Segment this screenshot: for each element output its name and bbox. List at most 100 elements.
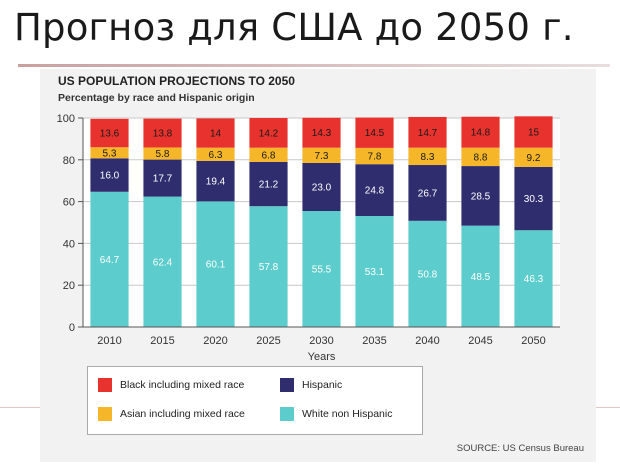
- data-label: 14.2: [259, 128, 279, 139]
- data-label: 8.8: [474, 152, 488, 163]
- legend-swatch-hispanic: [280, 378, 294, 392]
- legend-label-asian: Asian including mixed race: [120, 408, 245, 420]
- legend-item-white: White non Hispanic: [280, 407, 392, 421]
- data-label: 5.3: [103, 148, 117, 159]
- chart-title: US POPULATION PROJECTIONS TO 2050: [58, 74, 295, 88]
- legend-label-black: Black including mixed race: [120, 379, 245, 391]
- x-tick-label: 2035: [362, 335, 386, 347]
- x-tick-label: 2010: [97, 335, 121, 347]
- data-label: 30.3: [524, 194, 544, 205]
- bar-segment: [514, 147, 553, 167]
- y-tick-label: 0: [69, 322, 75, 334]
- legend-swatch-asian: [98, 407, 112, 421]
- bar-segment: [143, 118, 182, 148]
- y-tick-label: 40: [63, 238, 75, 250]
- bar-segment: [196, 118, 235, 148]
- title-rule: [18, 64, 610, 67]
- bar-segment: [461, 166, 500, 226]
- bar-segment: [408, 165, 447, 221]
- legend-swatch-white: [280, 407, 294, 421]
- data-label: 57.8: [259, 262, 279, 273]
- bar-segment: [90, 191, 129, 327]
- data-label: 15: [528, 128, 540, 139]
- bar-segment: [196, 201, 235, 327]
- legend-label-hispanic: Hispanic: [302, 379, 343, 391]
- data-label: 14.5: [365, 128, 385, 139]
- bar-segment: [143, 147, 182, 160]
- data-label: 13.6: [100, 129, 120, 140]
- data-label: 7.8: [368, 152, 382, 163]
- legend-item-black: Black including mixed race: [98, 378, 244, 392]
- bar-segment: [461, 225, 500, 327]
- data-label: 6.8: [262, 150, 276, 161]
- data-label: 26.7: [418, 188, 438, 199]
- data-label: 24.8: [365, 186, 385, 197]
- bar-segment: [355, 164, 394, 217]
- data-label: 55.5: [312, 265, 332, 276]
- bar-segment: [461, 147, 500, 167]
- data-label: 53.1: [365, 267, 385, 278]
- x-tick-label: 2025: [256, 335, 280, 347]
- bar-segment: [196, 160, 235, 202]
- data-label: 5.8: [156, 149, 170, 160]
- x-tick-label: 2015: [150, 335, 174, 347]
- data-label: 13.8: [153, 129, 173, 140]
- bar-segment: [514, 116, 553, 148]
- data-label: 50.8: [418, 269, 438, 280]
- bar-segment: [249, 118, 288, 148]
- data-label: 14.8: [471, 128, 491, 139]
- bar-segment: [302, 147, 341, 163]
- x-tick-label: 2045: [468, 335, 492, 347]
- bar-segment: [143, 159, 182, 197]
- source-note: SOURCE: US Census Bureau: [456, 443, 584, 454]
- bar-segment: [461, 116, 500, 148]
- data-label: 14: [210, 129, 222, 140]
- data-label: 16.0: [100, 171, 120, 182]
- legend-label-white: White non Hispanic: [302, 408, 393, 420]
- data-label: 14.3: [312, 128, 332, 139]
- data-label: 21.2: [259, 180, 279, 191]
- bar-segment: [408, 116, 447, 148]
- bar-segment: [249, 206, 288, 327]
- bar-segment: [514, 166, 553, 231]
- bar-segment: [249, 147, 288, 162]
- y-tick-label: 20: [63, 280, 75, 292]
- data-label: 46.3: [524, 274, 544, 285]
- data-label: 62.4: [153, 257, 173, 268]
- chart-legend: Black including mixed race Hispanic Asia…: [87, 366, 423, 435]
- bar-segment: [302, 211, 341, 327]
- bar-segment: [355, 117, 394, 148]
- data-label: 23.0: [312, 182, 332, 193]
- bar-segment: [514, 230, 553, 327]
- x-tick-label: 2040: [415, 335, 439, 347]
- data-label: 17.7: [153, 174, 173, 185]
- bar-segment: [355, 216, 394, 327]
- bar-segment: [196, 147, 235, 161]
- bar-segment: [90, 118, 129, 148]
- left-divider: [0, 407, 40, 408]
- legend-item-asian: Asian including mixed race: [98, 407, 245, 421]
- x-tick-label: 2020: [203, 335, 227, 347]
- bar-segment: [408, 147, 447, 166]
- data-label: 8.3: [421, 152, 435, 163]
- x-tick-label: 2030: [309, 335, 333, 347]
- data-label: 28.5: [471, 191, 491, 202]
- bar-segment: [90, 147, 129, 159]
- bar-segment: [355, 147, 394, 165]
- right-divider: [596, 407, 620, 408]
- bar-segment: [302, 117, 341, 148]
- data-label: 7.3: [315, 151, 329, 162]
- bar-segment: [143, 196, 182, 327]
- data-label: 19.4: [206, 177, 226, 188]
- legend-swatch-black: [98, 378, 112, 392]
- x-axis-title: Years: [308, 351, 336, 363]
- legend-item-hispanic: Hispanic: [280, 378, 342, 392]
- data-label: 14.7: [418, 128, 438, 139]
- data-label: 6.3: [209, 150, 223, 161]
- bar-segment: [302, 162, 341, 212]
- slide-title: Прогноз для США до 2050 г.: [14, 6, 574, 49]
- y-tick-label: 60: [63, 197, 75, 209]
- chart-subtitle: Percentage by race and Hispanic origin: [58, 92, 255, 104]
- data-label: 64.7: [100, 255, 120, 266]
